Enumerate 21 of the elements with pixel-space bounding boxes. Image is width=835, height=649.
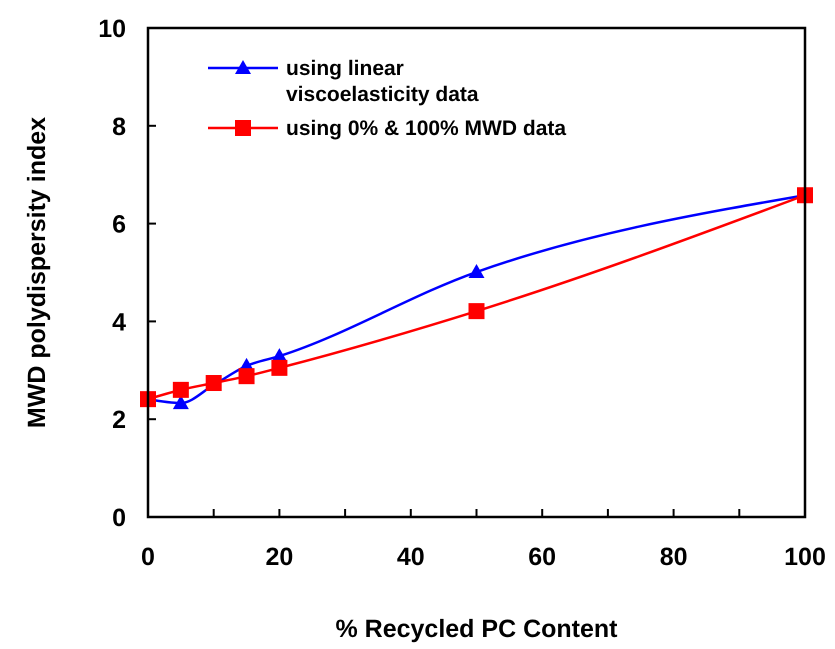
- y-axis-title: MWD polydispersity index: [23, 116, 51, 428]
- y-tick-label: 2: [112, 406, 126, 434]
- y-tick-label: 8: [112, 112, 126, 141]
- y-tick-label: 0: [112, 504, 126, 532]
- y-tick-label: 10: [98, 15, 126, 43]
- point: [238, 368, 255, 384]
- point: [271, 360, 288, 376]
- legend-label: using 0% & 100% MWD data: [286, 117, 566, 140]
- x-tick-label: 80: [660, 543, 688, 571]
- y-tick-label: 6: [112, 210, 126, 239]
- x-tick-label: 100: [784, 543, 826, 571]
- y-tick-label: 4: [112, 308, 126, 336]
- legend-label: using linear viscoelasticity data: [286, 57, 479, 106]
- point: [172, 382, 189, 398]
- x-tick-label: 20: [265, 543, 294, 571]
- point: [468, 303, 484, 320]
- point: [468, 264, 484, 278]
- x-tick-label: 60: [528, 543, 556, 571]
- x-tick-label: 0: [141, 543, 155, 571]
- x-tick-label: 40: [396, 543, 425, 571]
- x-axis-title: % Recycled PC Content: [335, 615, 618, 643]
